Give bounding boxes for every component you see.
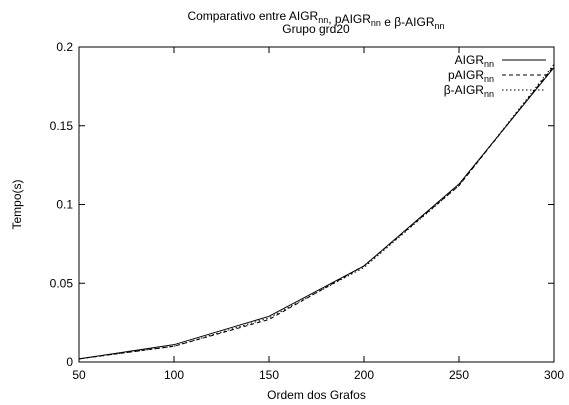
x-axis-label: Ordem dos Grafos — [267, 388, 366, 402]
y-tick-label: 0.2 — [56, 40, 73, 54]
y-tick-label: 0.05 — [50, 276, 74, 290]
legend-label-1: AIGRnn — [455, 53, 494, 69]
y-tick-label: 0.1 — [56, 198, 73, 212]
axis-ticks: 50 100 150 200 250 300 0 0.05 0.1 0.15 0.2 — [50, 40, 565, 382]
x-tick-label: 300 — [544, 368, 564, 382]
legend-label-2: pAIGRnn — [448, 68, 494, 84]
legend-label-3: β-AIGRnn — [444, 83, 494, 99]
series-line-2 — [78, 65, 555, 360]
y-tick-label: 0 — [66, 355, 73, 369]
y-axis-label: Tempo(s) — [10, 179, 24, 229]
x-tick-label: 250 — [449, 368, 469, 382]
x-tick-label: 100 — [164, 368, 184, 382]
y-tick-label: 0.15 — [50, 119, 74, 133]
series-line-1 — [78, 67, 555, 360]
chart-title-line1: Comparativo entre AIGRnn, pAIGRnn e β-AI… — [187, 9, 444, 31]
series-lines — [78, 64, 555, 360]
chart-title: Comparativo entre AIGRnn, pAIGRnn e β-AI… — [187, 9, 444, 36]
chart-title-line2: Grupo grd20 — [282, 22, 350, 36]
series-line-3 — [78, 64, 555, 360]
x-tick-label: 150 — [259, 368, 279, 382]
x-tick-label: 200 — [354, 368, 374, 382]
x-tick-label: 50 — [72, 368, 86, 382]
